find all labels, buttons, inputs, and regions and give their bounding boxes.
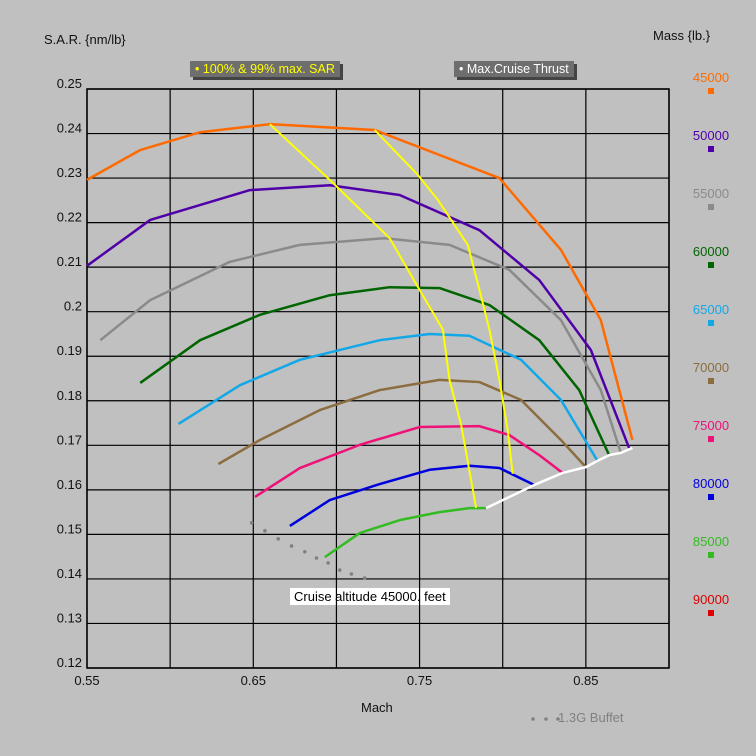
x-tick-label: 0.85 [573, 673, 598, 688]
buffet-point [326, 561, 330, 565]
cruise-altitude-note: Cruise altitude 45000. feet [290, 588, 450, 605]
buffet-legend-label: 1.3G Buffet [558, 710, 624, 725]
y-tick-label: 0.21 [57, 254, 82, 269]
plot-frame [86, 88, 670, 669]
y-axis-title: S.A.R. {nm/lb} [44, 32, 126, 47]
y-tick-label: 0.24 [57, 121, 82, 136]
buffet-point [314, 556, 319, 560]
legend-swatch-60000 [708, 262, 714, 268]
y-tick-label: 0.23 [57, 165, 82, 180]
legend-label-50000: 50000 [693, 128, 729, 143]
buffet-point [362, 576, 367, 580]
y-tick-label: 0.14 [57, 566, 82, 581]
series-line-55000 [99, 236, 622, 454]
y-tick-label: 0.16 [57, 477, 82, 492]
y-tick-label: 0.22 [57, 210, 82, 225]
legend-swatch-70000 [708, 378, 714, 384]
series-line-80000 [289, 464, 535, 527]
legend-label-45000: 45000 [693, 70, 729, 85]
buffet-legend-dot [544, 717, 548, 721]
series-line-50000 [86, 183, 631, 449]
max-sar-99-line [373, 129, 514, 474]
buffet-point [337, 568, 342, 572]
legend-title: Mass {lb.} [653, 28, 711, 43]
legend-label-85000: 85000 [693, 534, 729, 549]
buffet-point [349, 572, 354, 576]
legend-label-75000: 75000 [693, 418, 729, 433]
legend-swatch-55000 [708, 204, 714, 210]
y-tick-label: 0.18 [57, 388, 82, 403]
y-tick-label: 0.19 [57, 343, 82, 358]
buffet-point [276, 537, 281, 541]
x-axis-title: Mach [361, 700, 393, 715]
y-tick-label: 0.25 [57, 76, 82, 91]
y-tick-label: 0.15 [57, 521, 82, 536]
max-cruise-thrust-line [485, 446, 633, 510]
legend-swatch-80000 [708, 494, 714, 500]
legend-label-55000: 55000 [693, 186, 729, 201]
legend-swatch-90000 [708, 610, 714, 616]
legend-swatch-45000 [708, 88, 714, 94]
buffet-point [289, 544, 294, 548]
x-tick-label: 0.65 [241, 673, 266, 688]
series-line-75000 [254, 424, 564, 499]
series-line-65000 [177, 332, 599, 462]
series-line-85000 [324, 506, 487, 559]
buffet-point [303, 549, 307, 554]
legend-label-65000: 65000 [693, 302, 729, 317]
y-tick-label: 0.13 [57, 610, 82, 625]
legend-swatch-85000 [708, 552, 714, 558]
max-thrust-badge: • Max.Cruise Thrust [454, 61, 574, 77]
legend-swatch-65000 [708, 320, 714, 326]
x-tick-label: 0.55 [74, 673, 99, 688]
buffet-point [263, 529, 267, 533]
series-line-70000 [217, 378, 587, 468]
series-line-60000 [139, 285, 611, 456]
max-sar-badge: • 100% & 99% max. SAR [190, 61, 340, 77]
legend-swatch-75000 [708, 436, 714, 442]
legend-swatch-50000 [708, 146, 714, 152]
legend-label-90000: 90000 [693, 592, 729, 607]
series-line-45000 [86, 122, 634, 441]
legend-label-70000: 70000 [693, 360, 729, 375]
legend-label-80000: 80000 [693, 476, 729, 491]
max-sar-100-line [269, 123, 478, 509]
y-tick-label: 0.2 [64, 299, 82, 314]
y-tick-label: 0.17 [57, 432, 82, 447]
x-tick-label: 0.75 [407, 673, 432, 688]
buffet-point [249, 521, 254, 525]
y-tick-label: 0.12 [57, 655, 82, 670]
legend-label-60000: 60000 [693, 244, 729, 259]
buffet-legend-dot [531, 717, 535, 721]
